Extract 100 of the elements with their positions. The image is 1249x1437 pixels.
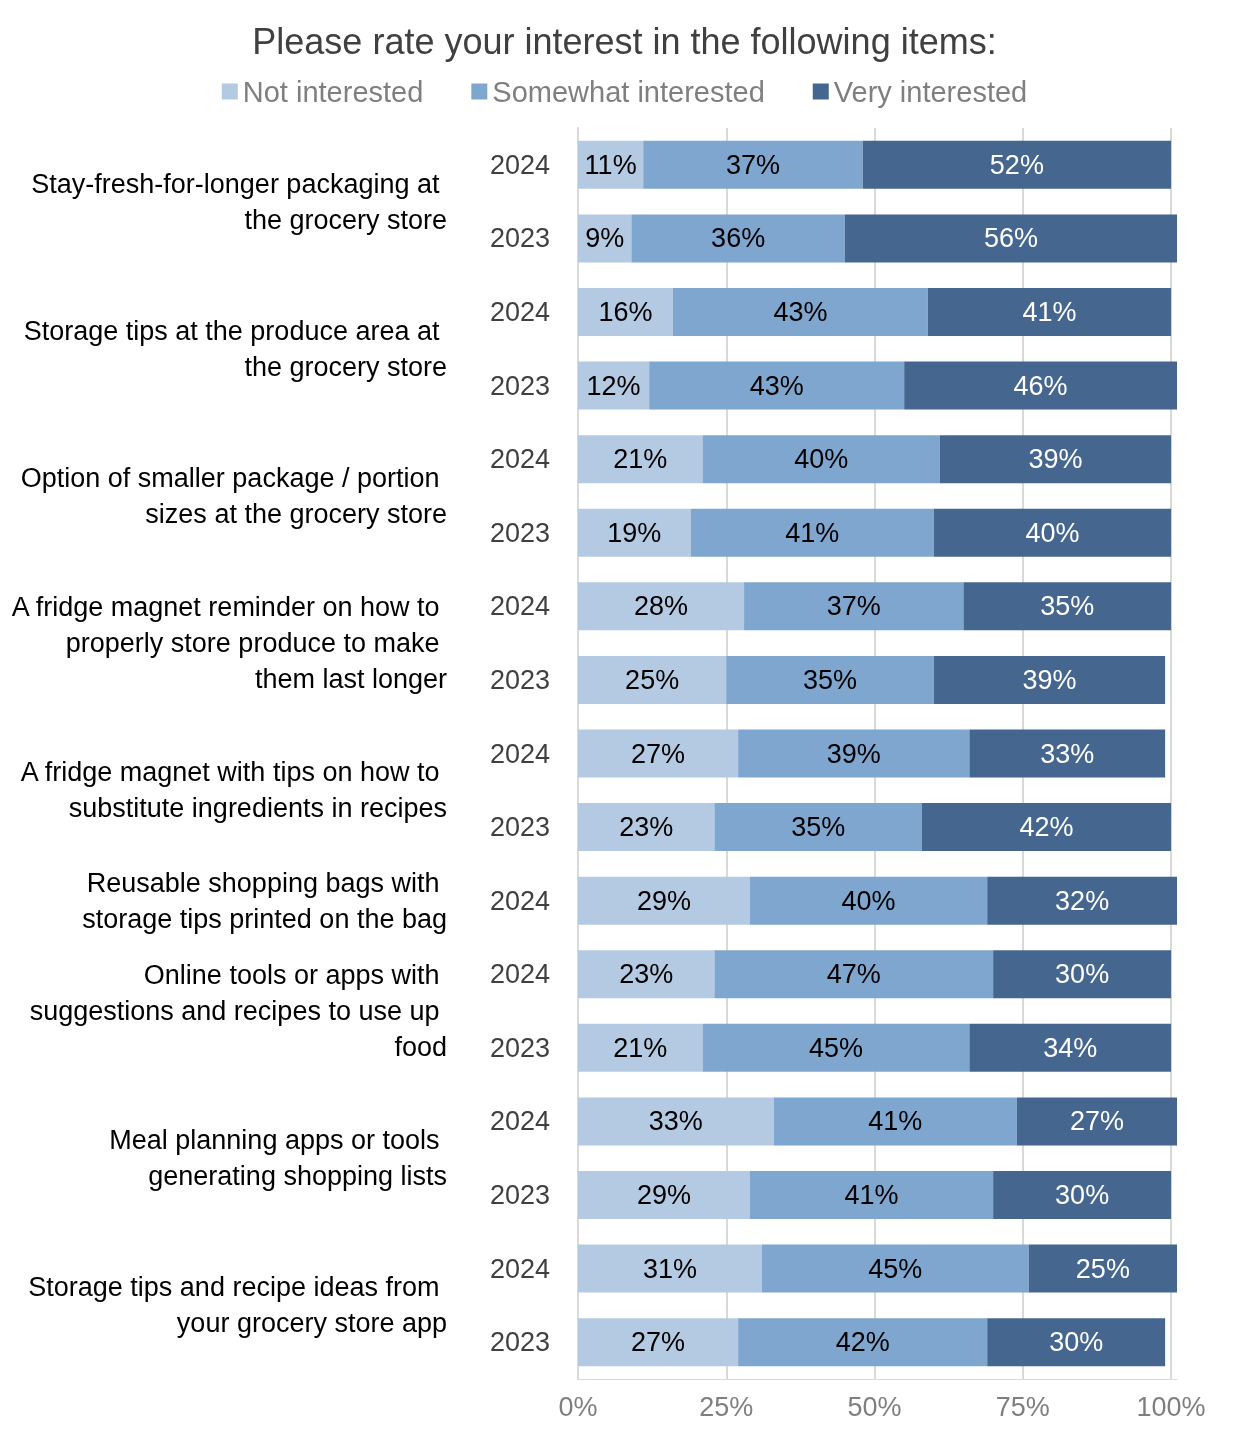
y-tick-label: 2023 (489, 370, 550, 401)
data-label: 52% (989, 149, 1044, 180)
bar (714, 803, 922, 852)
y-tick-label: 2024 (489, 885, 550, 916)
bar (649, 361, 905, 410)
data-label: 31% (642, 1253, 697, 1284)
text: Option of smaller package / portion sizes at the grocery store (20, 462, 447, 529)
y-tick-label: 2024 (489, 959, 550, 990)
text: Stay-fresh-for-longer packaging at the grocery store (31, 168, 447, 235)
data-label: 36% (711, 223, 766, 254)
data-label: 27% (631, 738, 686, 769)
bar (702, 435, 940, 484)
data-label: 29% (636, 1180, 692, 1211)
bar (726, 655, 934, 704)
data-label: 39% (1028, 444, 1083, 475)
text: Storage tips at the produce area at the grocery store (23, 315, 447, 382)
bar (927, 287, 1172, 336)
data-label: 42% (1019, 812, 1074, 843)
legend-label: Very interested (833, 75, 1028, 108)
data-label: 11% (584, 149, 637, 180)
data-label: 43% (749, 370, 804, 401)
data-label: 23% (619, 812, 674, 843)
bar (987, 1318, 1166, 1367)
bar (749, 876, 988, 925)
data-label: 34% (1043, 1032, 1098, 1063)
bar (933, 655, 1166, 704)
bar (1028, 1244, 1177, 1293)
data-label: 30% (1055, 959, 1110, 990)
data-label: 45% (808, 1032, 864, 1063)
data-label: 33% (648, 1106, 703, 1137)
data-label: 37% (826, 591, 881, 622)
data-label: 35% (1040, 591, 1095, 622)
y-tick-label: 2023 (489, 812, 550, 843)
x-tick-label: 100% (1136, 1391, 1206, 1422)
bar (744, 582, 964, 631)
text: Meal planning apps or tools generating shopping lists (109, 1125, 447, 1192)
data-label: 35% (803, 664, 858, 695)
data-label: 39% (1022, 664, 1077, 695)
data-label: 45% (868, 1253, 923, 1284)
y-tick-label: 2024 (489, 1253, 550, 1284)
data-label: 30% (1049, 1327, 1104, 1358)
x-tick-label: 75% (995, 1391, 1050, 1422)
data-label: 30% (1055, 1180, 1110, 1211)
bar (933, 508, 1172, 557)
y-tick-label: 2024 (489, 296, 550, 327)
bar (672, 287, 928, 336)
bar (643, 140, 863, 189)
data-label: 25% (1075, 1253, 1130, 1284)
data-label: 40% (1025, 517, 1080, 548)
data-label: 46% (1013, 370, 1068, 401)
bar (578, 1244, 762, 1293)
bar (862, 140, 1172, 189)
data-label: 37% (725, 149, 780, 180)
bar (702, 1023, 970, 1072)
data-label: 27% (631, 1327, 686, 1358)
text: A fridge magnet with tips on how to substitute ingredients in recipes (20, 757, 447, 824)
y-tick-label: 2023 (489, 517, 550, 548)
data-label: 16% (598, 296, 653, 327)
data-label: 43% (773, 296, 828, 327)
y-tick-label: 2023 (489, 1327, 550, 1358)
text: A fridge magnet reminder on how to properly store produce to make them last longer (11, 592, 447, 695)
bar (969, 1023, 1172, 1072)
text: Storage tips and recipe ideas from your grocery store app (28, 1272, 447, 1339)
bar (969, 729, 1166, 778)
y-tick-label: 2024 (489, 738, 550, 769)
data-label: 23% (619, 959, 674, 990)
bar (578, 729, 739, 778)
text: Online tools or apps with suggestions and recipes to use up food (29, 960, 447, 1063)
bar (963, 582, 1172, 631)
chart-title: Please rate your interest in the following items: (252, 20, 997, 62)
legend-label: Not interested (242, 75, 424, 108)
y-tick-label: 2023 (489, 664, 550, 695)
y-tick-label: 2024 (489, 444, 550, 475)
y-tick-label: 2024 (489, 1106, 550, 1137)
x-tick-label: 0% (558, 1391, 598, 1422)
data-label: 21% (613, 1032, 668, 1063)
bar (939, 435, 1172, 484)
bar (578, 950, 715, 999)
data-label: 32% (1055, 885, 1110, 916)
data-label: 9% (585, 223, 625, 254)
bar (773, 1097, 1017, 1146)
bar (993, 950, 1172, 999)
legend-label: Somewhat interested (492, 75, 765, 108)
bar (738, 1318, 988, 1367)
data-label: 12% (586, 370, 641, 401)
bar (987, 876, 1177, 925)
bar (993, 1171, 1172, 1220)
bar (578, 803, 715, 852)
bar (921, 803, 1172, 852)
data-label: 42% (835, 1327, 890, 1358)
data-label: 33% (1040, 738, 1095, 769)
data-label: 25% (625, 664, 680, 695)
data-label: 56% (983, 223, 1038, 254)
bar (578, 287, 673, 336)
y-tick-label: 2024 (489, 149, 550, 180)
bar (761, 1244, 1029, 1293)
data-label: 28% (634, 591, 689, 622)
bar (904, 361, 1177, 410)
data-label: 19% (607, 517, 662, 548)
bar (578, 1171, 750, 1220)
